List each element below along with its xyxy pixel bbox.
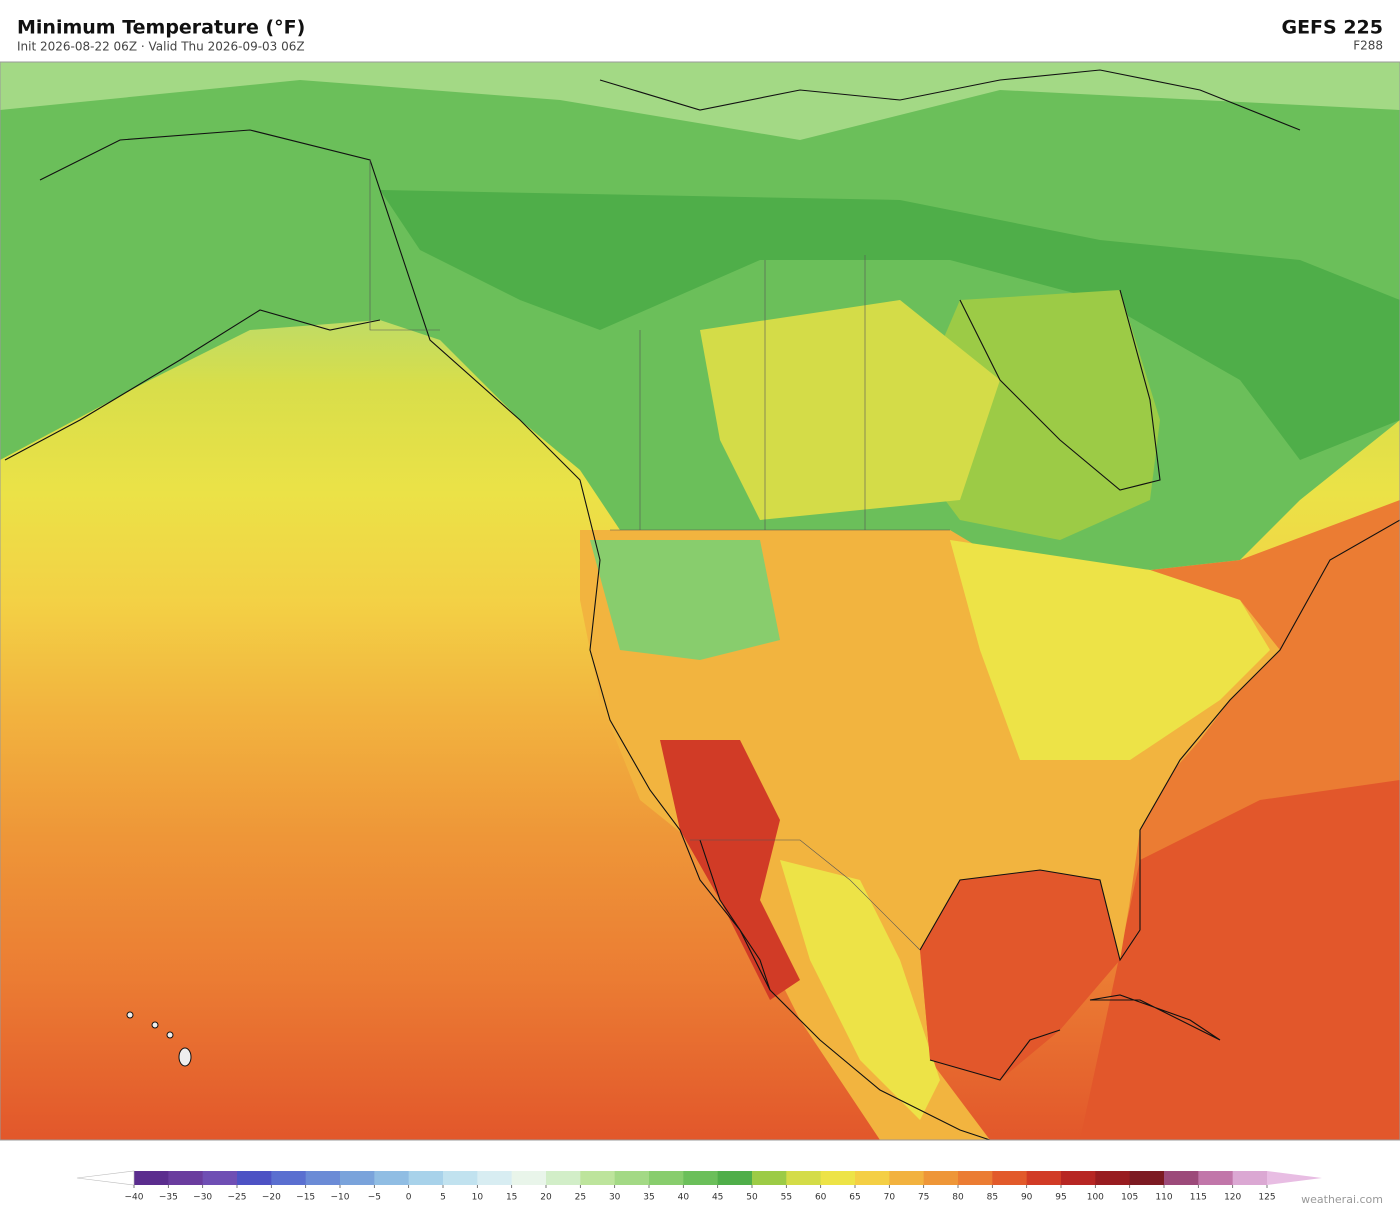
- colorbar-tick-label: 10: [472, 1193, 484, 1203]
- colorbar-segment: [580, 1171, 616, 1185]
- colorbar-tick-label: −25: [228, 1193, 247, 1203]
- colorbar-segment: [992, 1171, 1028, 1185]
- colorbar-tick-label: 15: [506, 1193, 517, 1203]
- rockies-field: [590, 540, 780, 660]
- colorbar-segment: [237, 1171, 272, 1185]
- colorbar-tick-label: 20: [540, 1193, 552, 1203]
- colorbar-segment: [202, 1171, 238, 1185]
- colorbar-tick-label: 70: [884, 1193, 896, 1203]
- colorbar-segment: [786, 1171, 822, 1185]
- colorbar-tick-label: 80: [952, 1193, 964, 1203]
- colorbar-tick-label: 0: [406, 1193, 412, 1203]
- colorbar-tick-label: 85: [987, 1193, 998, 1203]
- map: [0, 62, 1400, 1141]
- colorbar-segment: [820, 1171, 856, 1185]
- colorbar-segment: [1232, 1171, 1268, 1185]
- forecast-hour: F288: [1353, 39, 1383, 53]
- colorbar-over: [1267, 1171, 1322, 1185]
- colorbar-segment: [477, 1171, 513, 1185]
- colorbar-segment: [1061, 1171, 1096, 1185]
- colorbar-tick-label: 25: [575, 1193, 586, 1203]
- colorbar-tick-label: 5: [440, 1193, 446, 1203]
- colorbar-segment: [1198, 1171, 1234, 1185]
- hawaii: [126, 1011, 192, 1067]
- borders: [369, 160, 950, 951]
- colorbar-segment: [614, 1171, 650, 1185]
- colorbar-segment: [683, 1171, 719, 1185]
- colorbar-segment: [546, 1171, 581, 1185]
- colorbar-tick-label: −5: [368, 1193, 381, 1203]
- gulf-field: [920, 870, 1120, 1080]
- colorbar-segment: [511, 1171, 547, 1185]
- colorbar-segment: [923, 1171, 959, 1185]
- colorbar-tick-label: −40: [125, 1193, 144, 1203]
- colorbar-segment: [1026, 1171, 1062, 1185]
- title: Minimum Temperature (°F): [17, 17, 305, 39]
- subtitle: Init 2026-08-22 06Z · Valid Thu 2026-09-…: [17, 40, 305, 54]
- colorbar-segment: [1095, 1171, 1131, 1185]
- colorbar-tick-label: 95: [1055, 1193, 1066, 1203]
- colorbar-tick-label: 120: [1224, 1193, 1241, 1203]
- colorbar-segment: [855, 1171, 890, 1185]
- colorbar-segment: [271, 1171, 307, 1185]
- colorbar-segment: [1164, 1171, 1199, 1185]
- colorbar-tick-label: 65: [849, 1193, 860, 1203]
- colorbar-tick-label: 125: [1258, 1193, 1275, 1203]
- boreal-field: [380, 190, 1400, 460]
- colorbar-segment: [168, 1171, 204, 1185]
- colorbar-tick-label: 35: [643, 1193, 654, 1203]
- colorbar-under: [76, 1170, 135, 1186]
- colorbar-tick-label: 115: [1190, 1193, 1207, 1203]
- prairie-field: [700, 300, 1000, 520]
- colorbar-segment: [374, 1171, 410, 1185]
- colorbar-tick-label: 60: [815, 1193, 827, 1203]
- colorbar-tick-label: −30: [193, 1193, 212, 1203]
- colorbar-segment: [717, 1171, 753, 1185]
- colorbar-segment: [889, 1171, 925, 1185]
- colorbar-segment: [649, 1171, 684, 1185]
- northeast-field: [950, 540, 1270, 760]
- desert-field: [660, 740, 800, 1000]
- mexico-plateau: [780, 860, 940, 1120]
- model-label: GEFS 225: [1281, 17, 1383, 39]
- colorbar-tick-label: 55: [781, 1193, 792, 1203]
- colorbar-segment: [443, 1171, 478, 1185]
- colorbar-tick-label: 110: [1155, 1193, 1172, 1203]
- colorbar-segment: [752, 1171, 787, 1185]
- colorbar-tick-label: 45: [712, 1193, 723, 1203]
- colorbar-tick-label: 50: [746, 1193, 758, 1203]
- colorbar-segment: [134, 1171, 169, 1185]
- arctic-field: [0, 62, 1400, 140]
- colorbar-tick-label: 30: [609, 1193, 621, 1203]
- colorbar-tick-label: 75: [918, 1193, 929, 1203]
- colorbar-segment: [958, 1171, 993, 1185]
- colorbar-segment: [305, 1171, 341, 1185]
- colorbar: −40 −35 −30 −25 −20 −15 −10 −5 0 5 10 15 20 25 30 35 40 4…: [76, 1170, 1322, 1203]
- colorbar-tick-label: 90: [1021, 1193, 1033, 1203]
- atlantic-warm: [1080, 780, 1400, 1140]
- colorbar-segment: [408, 1171, 444, 1185]
- map-frame: [0, 61, 1400, 1141]
- colorbar-tick-label: −10: [331, 1193, 350, 1203]
- credit: weatherai.com: [1301, 1193, 1383, 1206]
- colorbar-segment: [340, 1171, 375, 1185]
- colorbar-segment: [1129, 1171, 1165, 1185]
- colorbar-tick-label: 40: [678, 1193, 690, 1203]
- colorbar-tick-label: −15: [296, 1193, 315, 1203]
- colorbar-tick-label: −35: [159, 1193, 178, 1203]
- colorbar-tick-label: 100: [1087, 1193, 1104, 1203]
- colorbar-tick-label: −20: [262, 1193, 281, 1203]
- colorbar-tick-label: 105: [1121, 1193, 1138, 1203]
